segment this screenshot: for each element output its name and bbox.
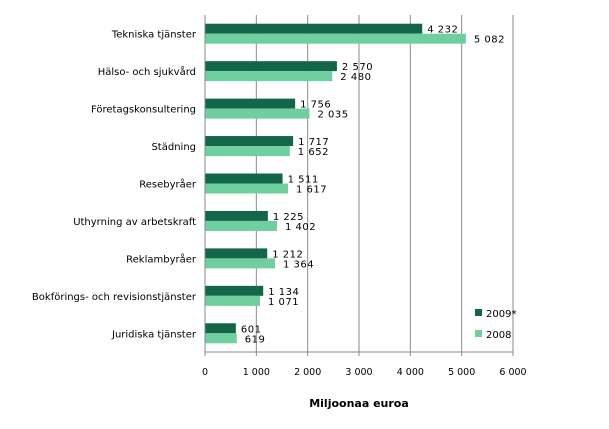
bar-2009	[205, 323, 236, 334]
bar-2008	[205, 183, 289, 194]
x-tick-label: 6 000	[499, 367, 526, 378]
x-axis-label: Miljoonaa euroa	[309, 397, 409, 410]
bar-2008	[205, 295, 260, 306]
x-tick-label: 3 000	[345, 367, 372, 378]
data-label: 1 402	[285, 222, 316, 233]
data-label: 5 082	[474, 35, 505, 46]
category-label: Städning	[151, 142, 196, 153]
bar-2008	[205, 108, 310, 119]
category-label: Resebyråer	[139, 178, 197, 191]
bar-2008	[205, 146, 290, 157]
bar-2008	[205, 258, 276, 269]
data-label: 1 225	[273, 212, 304, 223]
bar-2009	[205, 136, 294, 147]
data-label: 1 071	[268, 297, 299, 308]
category-label: Tekniska tjänster	[111, 30, 197, 41]
legend: 2009* 2008	[475, 309, 516, 341]
bar-2009	[205, 285, 264, 296]
data-label: 1 364	[283, 259, 314, 270]
bar-2009	[205, 210, 268, 221]
legend-swatch	[475, 309, 482, 316]
bar-2008	[205, 71, 333, 82]
data-label: 2 480	[340, 72, 371, 83]
legend-swatch	[475, 330, 482, 337]
category-label: Företagskonsultering	[91, 105, 196, 116]
x-tick-label: 5 000	[448, 367, 475, 378]
bar-2008	[205, 220, 277, 231]
bar-2009	[205, 61, 337, 72]
data-label: 4 232	[427, 25, 458, 36]
data-label: 619	[245, 334, 266, 345]
data-label: 1 511	[288, 175, 319, 186]
bar-2008	[205, 333, 237, 344]
data-label: 601	[241, 324, 262, 335]
x-tick-label: 2 000	[294, 367, 321, 378]
category-label: Reklambyråer	[126, 252, 197, 265]
x-tick-label: 0	[202, 367, 208, 378]
category-label: Juridiska tjänster	[111, 329, 197, 340]
data-label: 1 212	[272, 249, 303, 260]
bar-2009	[205, 248, 268, 259]
data-label: 1 652	[298, 147, 329, 158]
bar-2009	[205, 23, 423, 34]
legend-label: 2008	[486, 330, 511, 341]
category-label: Bokförings- och revisionstjänster	[32, 292, 197, 303]
data-label: 1 717	[298, 137, 329, 148]
bar-2008	[205, 33, 466, 44]
bar-2009	[205, 173, 283, 184]
data-label: 1 617	[296, 185, 327, 196]
data-label: 1 134	[268, 287, 299, 298]
data-label: 2 035	[317, 110, 348, 121]
x-tick-label: 1 000	[243, 367, 270, 378]
axes: 0 1 000 2 000 3 000 4 000 5 000 6 000 Tekniska …	[32, 15, 527, 378]
data-label: 2 570	[342, 62, 373, 73]
bar-2009	[205, 98, 296, 109]
category-label: Hälso- och sjukvård	[98, 65, 196, 78]
category-label: Uthyrning av arbetskraft	[73, 217, 196, 228]
legend-label: 2009*	[486, 309, 516, 320]
x-tick-label: 4 000	[397, 367, 424, 378]
data-label: 1 756	[300, 100, 331, 111]
